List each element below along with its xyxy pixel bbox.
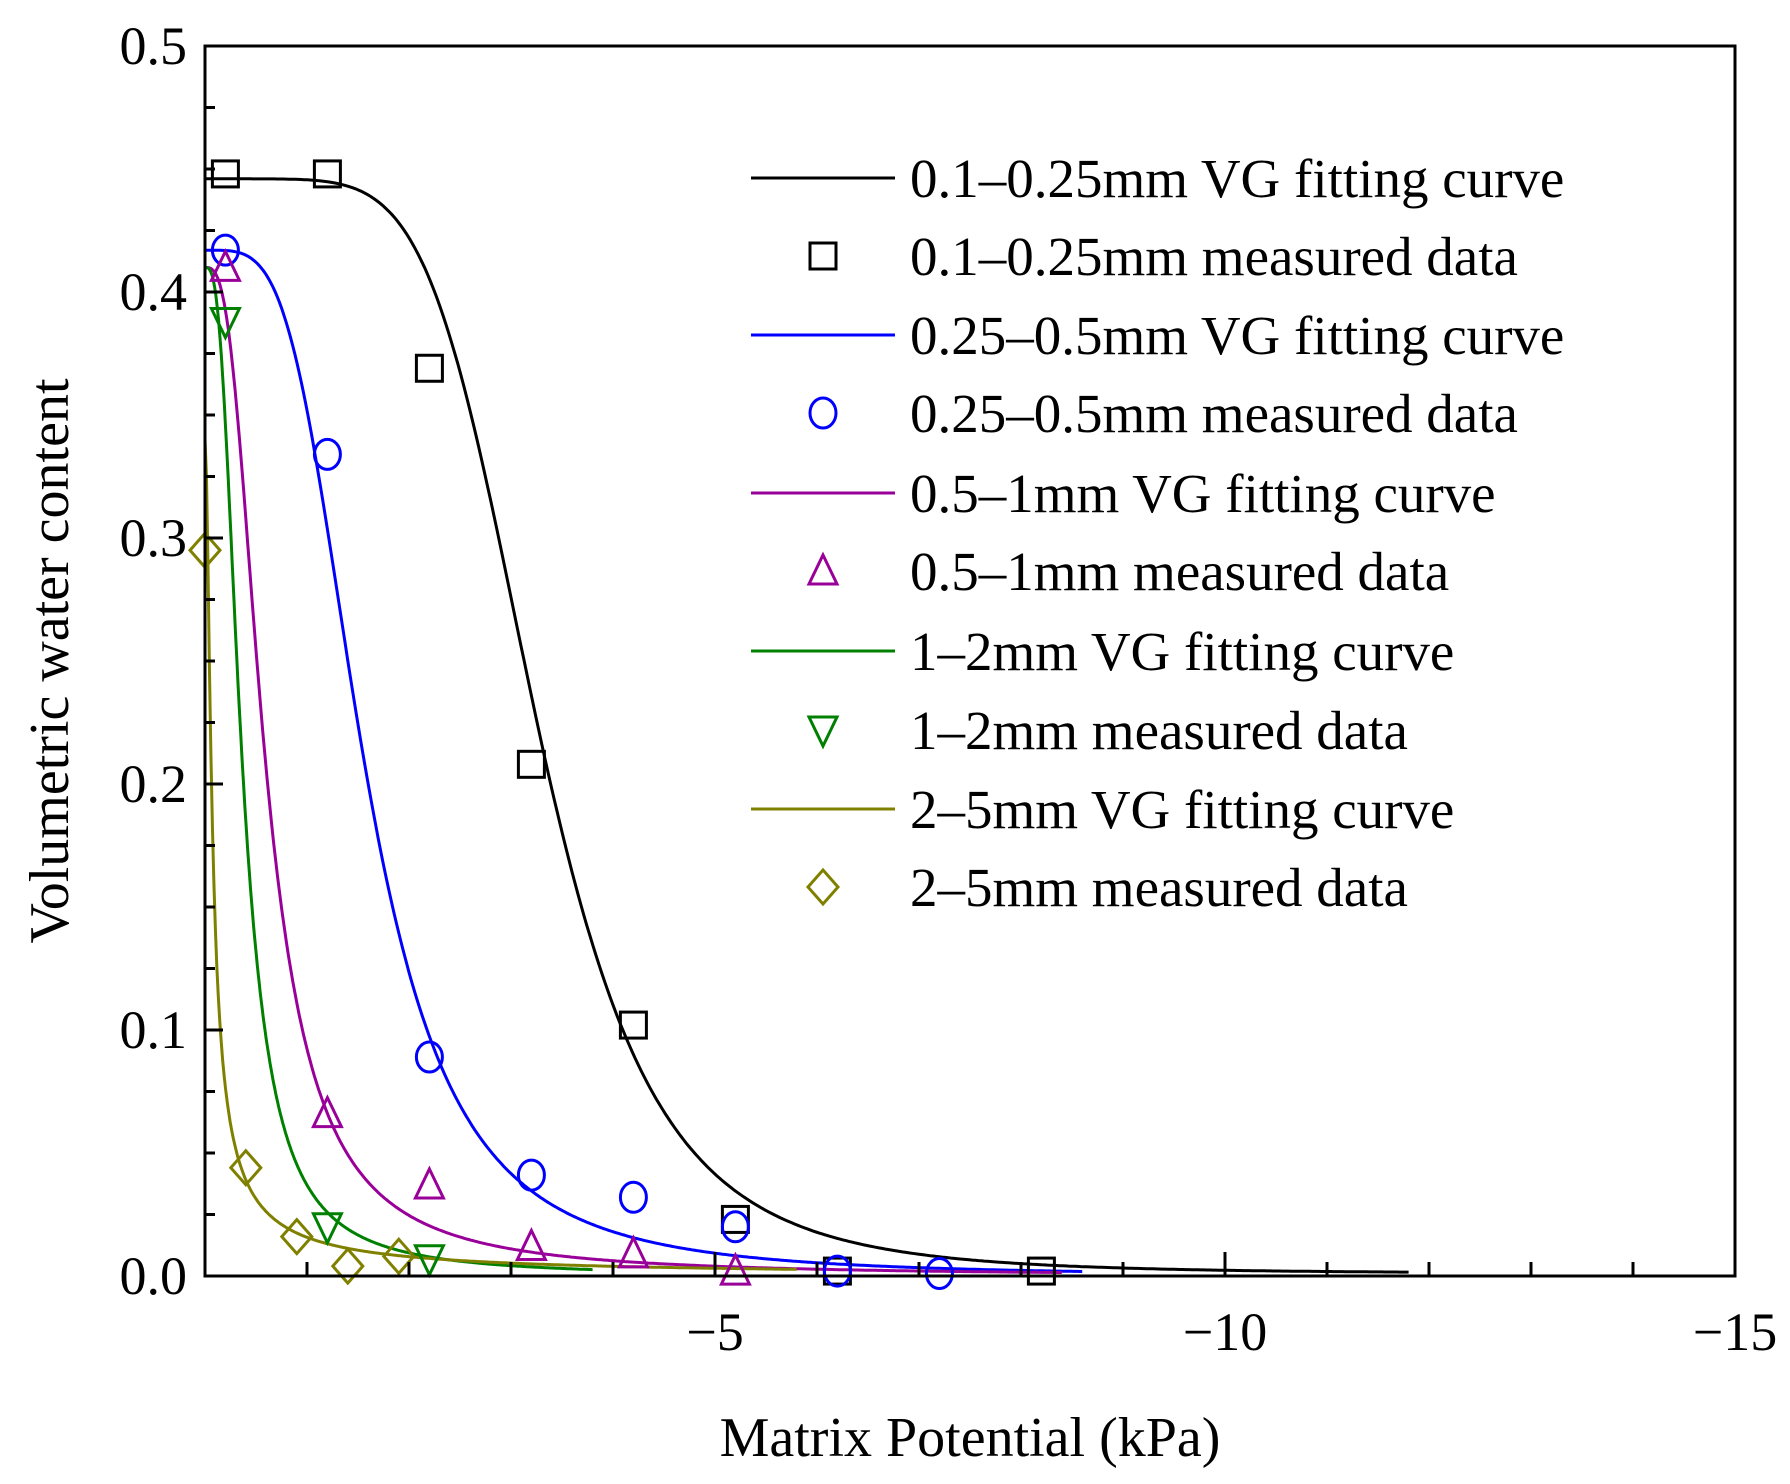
legend-label: 0.5–1mm VG fitting curve [910, 463, 1496, 524]
legend-item: 2–5mm VG fitting curve [751, 779, 1454, 840]
vg-fitting-curve [205, 177, 1409, 1274]
data-point-triangle-up [617, 1234, 650, 1269]
legend-label: 0.5–1mm measured data [910, 541, 1449, 602]
y-tick-labels: 0.0 0.1 0.2 0.3 0.4 0.5 [120, 16, 188, 1306]
vg-fitting-curve [205, 248, 1083, 1273]
legend-item: 2–5mm measured data [805, 857, 1408, 918]
data-point-circle [822, 1254, 852, 1288]
x-tick-labels: −5 −10 −15 [686, 1302, 1777, 1362]
data-point-triangle-down [311, 1212, 344, 1247]
vg-fitting-curve [203, 439, 797, 1271]
data-point-triangle-up [515, 1227, 548, 1261]
data-point-circle [210, 233, 240, 267]
legend-item: 0.1–0.25mm measured data [808, 226, 1518, 287]
data-point-circle [312, 437, 342, 471]
legend-label: 0.25–0.5mm measured data [910, 383, 1518, 444]
legend-label: 0.1–0.25mm VG fitting curve [910, 148, 1564, 209]
legend-label: 1–2mm VG fitting curve [910, 621, 1454, 682]
data-point-square [808, 241, 838, 271]
data-point-triangle-up [311, 1094, 344, 1129]
y-tick-label: 0.2 [120, 754, 188, 814]
data-point-circle [516, 1158, 546, 1192]
y-tick-label: 0.0 [120, 1246, 188, 1306]
y-tick-label: 0.3 [120, 508, 188, 568]
data-point-triangle-up [719, 1251, 752, 1286]
data-point-diamond [805, 867, 841, 907]
data-point-diamond [279, 1217, 314, 1256]
data-point-triangle-up [413, 1165, 446, 1200]
data-point-square [516, 749, 546, 779]
legend-label: 0.25–0.5mm VG fitting curve [910, 305, 1564, 366]
legend-item: 1–2mm VG fitting curve [751, 621, 1454, 682]
y-tick-label: 0.5 [120, 16, 188, 76]
data-point-diamond [381, 1237, 416, 1276]
y-tick-label: 0.1 [120, 1000, 188, 1060]
legend-item: 0.1–0.25mm VG fitting curve [751, 148, 1564, 209]
y-axis-label: Volumetric water content [19, 378, 81, 943]
data-point-circle [618, 1180, 648, 1214]
x-tick-label: −15 [1693, 1302, 1777, 1362]
ticks-layer [205, 106, 1737, 1276]
legend-item: 0.5–1mm VG fitting curve [751, 463, 1496, 524]
legend-item: 0.25–0.5mm VG fitting curve [751, 305, 1564, 366]
x-tick-label: −5 [686, 1302, 743, 1362]
legend-label: 2–5mm VG fitting curve [910, 779, 1454, 840]
legend: 0.1–0.25mm VG fitting curve 0.1–0.25mm me… [751, 148, 1564, 918]
legend-label: 0.1–0.25mm measured data [910, 226, 1518, 287]
legend-item: 0.25–0.5mm measured data [808, 383, 1518, 444]
data-point-circle [808, 396, 838, 430]
legend-item: 1–2mm measured data [806, 700, 1408, 761]
data-point-square [414, 353, 444, 383]
data-point-square [618, 1010, 648, 1040]
x-tick-label: −10 [1183, 1302, 1267, 1362]
data-point-triangle-up [209, 247, 242, 282]
markers-layer [187, 159, 1056, 1291]
data-point-triangle-up [806, 551, 840, 586]
x-axis-label: Matrix Potential (kPa) [720, 1407, 1221, 1469]
data-point-circle [720, 1210, 750, 1244]
curves-layer [203, 177, 1409, 1274]
data-point-circle [414, 1040, 444, 1074]
legend-label: 2–5mm measured data [910, 857, 1408, 918]
legend-item: 0.5–1mm measured data [806, 541, 1449, 602]
data-point-triangle-down [806, 715, 840, 750]
data-point-triangle-down [209, 307, 242, 341]
data-point-square [312, 159, 342, 189]
data-point-diamond [228, 1148, 263, 1188]
y-tick-label: 0.4 [120, 262, 188, 322]
data-point-diamond [330, 1246, 365, 1286]
data-point-triangle-down [413, 1244, 446, 1279]
legend-label: 1–2mm measured data [910, 700, 1408, 761]
vg-fitting-curve [205, 265, 593, 1272]
data-point-square [1026, 1256, 1056, 1286]
data-point-square [210, 159, 240, 189]
data-point-circle [924, 1257, 954, 1291]
